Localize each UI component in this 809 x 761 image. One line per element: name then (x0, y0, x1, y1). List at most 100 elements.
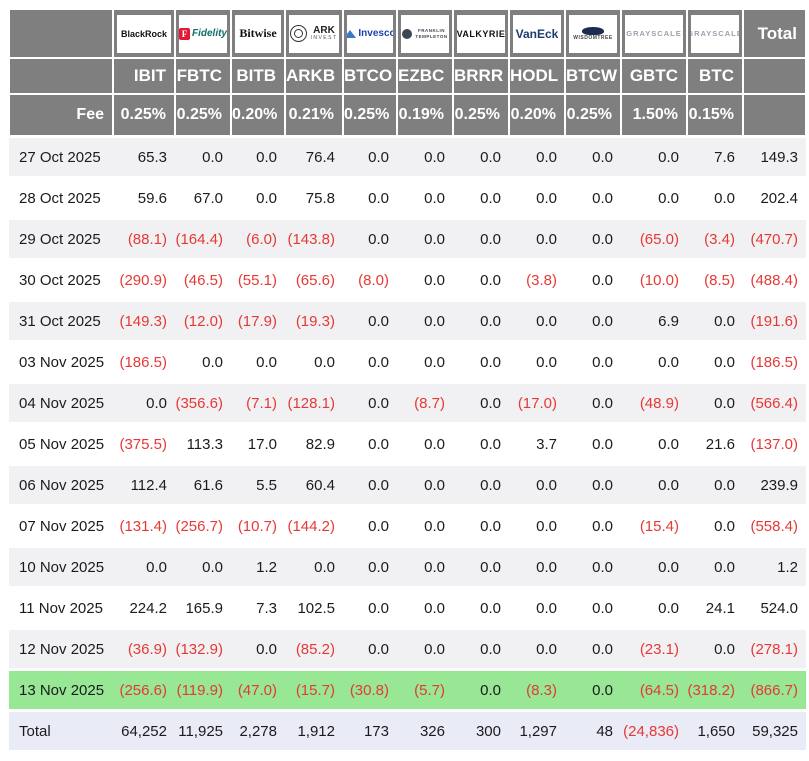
flow-value-cell: 0.0 (453, 586, 509, 629)
ticker-corner-cell (8, 57, 114, 95)
flow-value-cell: (55.1) (231, 258, 285, 301)
flow-value-cell: 0.0 (453, 176, 509, 219)
ark-invest-label: INVEST (310, 35, 338, 41)
flow-row: 30 Oct 2025 (290.9) (46.5) (55.1) (65.6) (8.0… (9, 258, 806, 301)
fee-value-cell: 0.15% (686, 93, 744, 138)
provider-logo-text: Fidelity (191, 28, 227, 39)
flow-value-cell: 0.0 (397, 422, 453, 465)
wisdomtree-tree-icon (582, 26, 604, 35)
ticker-header-cell: ARKB (284, 57, 344, 95)
fee-row: Fee 0.25% 0.25% 0.20% 0.21% 0.25% 0.19% 0.25% 0.… (8, 93, 807, 138)
flow-value-cell: 65.3 (113, 135, 175, 178)
provider-header-cell: FRANKLIN TEMPLETON (396, 8, 454, 59)
ticker-header-cell: BTCW (564, 57, 622, 95)
ticker-header-cell: BTC (686, 57, 744, 95)
flow-value-cell: 0.0 (621, 422, 687, 465)
date-cell: 13 Nov 2025 (9, 668, 113, 711)
date-cell: 07 Nov 2025 (9, 504, 113, 547)
column-total-cell: 11,925 (175, 709, 231, 750)
row-total-cell: (137.0) (743, 422, 806, 465)
flow-value-cell: 0.0 (565, 545, 621, 588)
flow-value-cell: 75.8 (285, 176, 343, 219)
date-cell: 06 Nov 2025 (9, 463, 113, 506)
flow-value-cell: (48.9) (621, 381, 687, 424)
provider-logo-text: FRANKLIN TEMPLETON (415, 28, 447, 40)
fee-value-cell: 0.19% (396, 93, 454, 138)
row-total-cell: (566.4) (743, 381, 806, 424)
franklin-seal-icon (402, 28, 413, 39)
flow-value-cell: 0.0 (565, 504, 621, 547)
date-cell: 27 Oct 2025 (9, 135, 113, 178)
flow-value-cell: (6.0) (231, 217, 285, 260)
ticker-total-empty-cell (742, 57, 807, 95)
provider-logo-text: WISDOMTREE (573, 34, 613, 41)
flow-value-cell: 0.0 (453, 340, 509, 383)
flow-value-cell: 0.0 (397, 340, 453, 383)
flow-value-cell: 7.3 (231, 586, 285, 629)
provider-header-cell: Bitwise (230, 8, 286, 59)
row-total-cell: (278.1) (743, 627, 806, 670)
date-cell: 12 Nov 2025 (9, 627, 113, 670)
row-total-cell: (191.6) (743, 299, 806, 342)
wisdomtree-logo: WISDOMTREE (569, 14, 617, 53)
flow-row: 06 Nov 2025 112.4 61.6 5.5 60.4 0.0 0.0 0.0 0.0 0… (9, 463, 806, 506)
flow-value-cell: 0.0 (453, 463, 509, 506)
vaneck-logo: VanEck (513, 14, 561, 53)
row-total-cell: 149.3 (743, 135, 806, 178)
flow-value-cell: 0.0 (509, 627, 565, 670)
templeton-line: TEMPLETON (415, 33, 448, 39)
fee-value-cell: 1.50% (620, 93, 688, 138)
flow-value-cell: 0.0 (509, 217, 565, 260)
fee-value-cell: 0.25% (452, 93, 510, 138)
column-total-cell: 1,650 (687, 709, 743, 750)
grand-total-cell: 59,325 (743, 709, 806, 750)
flow-value-cell: (8.0) (343, 258, 397, 301)
flow-value-cell: (356.6) (175, 381, 231, 424)
date-cell: 31 Oct 2025 (9, 299, 113, 342)
flow-value-cell: 0.0 (343, 176, 397, 219)
flow-value-cell: 0.0 (113, 381, 175, 424)
flow-value-cell: 0.0 (397, 135, 453, 178)
date-cell: 29 Oct 2025 (9, 217, 113, 260)
provider-header-cell: VALKYRIE (452, 8, 510, 59)
flow-row: 05 Nov 2025 (375.5) 113.3 17.0 82.9 0.0 0.0 0.0… (9, 422, 806, 465)
flow-value-cell: 0.0 (687, 545, 743, 588)
flow-value-cell: (256.6) (113, 668, 175, 711)
flow-value-cell: 0.0 (343, 422, 397, 465)
flow-value-cell: 0.0 (565, 422, 621, 465)
flow-value-cell: (8.7) (397, 381, 453, 424)
fidelity-f-icon: F (179, 27, 190, 40)
blackrock-logo: BlackRock (117, 14, 171, 53)
flow-value-cell: 0.0 (565, 217, 621, 260)
flow-value-cell: (23.1) (621, 627, 687, 670)
flow-value-cell: (132.9) (175, 627, 231, 670)
flow-value-cell: 0.0 (231, 176, 285, 219)
flow-value-cell: (119.9) (175, 668, 231, 711)
ticker-header-cell: HODL (508, 57, 566, 95)
flow-value-cell: 0.0 (453, 545, 509, 588)
flow-value-cell: 0.0 (565, 463, 621, 506)
date-cell: 11 Nov 2025 (9, 586, 113, 629)
flow-value-cell: 0.0 (565, 668, 621, 711)
provider-header-cell: WISDOMTREE (564, 8, 622, 59)
provider-logo-text: BlackRock (120, 28, 168, 39)
flow-value-cell: 0.0 (343, 299, 397, 342)
flow-value-cell: 0.0 (565, 135, 621, 178)
flow-value-cell: 0.0 (509, 545, 565, 588)
flow-value-cell: 0.0 (397, 545, 453, 588)
flow-row: 28 Oct 2025 59.6 67.0 0.0 75.8 0.0 0.0 0.0 0.0 0.… (9, 176, 806, 219)
flow-value-cell: 224.2 (113, 586, 175, 629)
flow-row: 31 Oct 2025 (149.3) (12.0) (17.9) (19.3) 0.0 0… (9, 299, 806, 342)
flow-value-cell: 0.0 (687, 381, 743, 424)
fee-value-cell: 0.25% (342, 93, 398, 138)
flow-value-cell: 0.0 (453, 668, 509, 711)
flow-value-cell: 0.0 (621, 135, 687, 178)
flow-value-cell: (149.3) (113, 299, 175, 342)
column-total-cell: 2,278 (231, 709, 285, 750)
ticker-header-cell: BTCO (342, 57, 398, 95)
grayscale-logo: GRAYSCALE (625, 14, 683, 53)
flow-value-cell: 5.5 (231, 463, 285, 506)
flow-value-cell: 0.0 (397, 586, 453, 629)
flow-value-cell: 60.4 (285, 463, 343, 506)
ticker-header-cell: EZBC (396, 57, 454, 95)
